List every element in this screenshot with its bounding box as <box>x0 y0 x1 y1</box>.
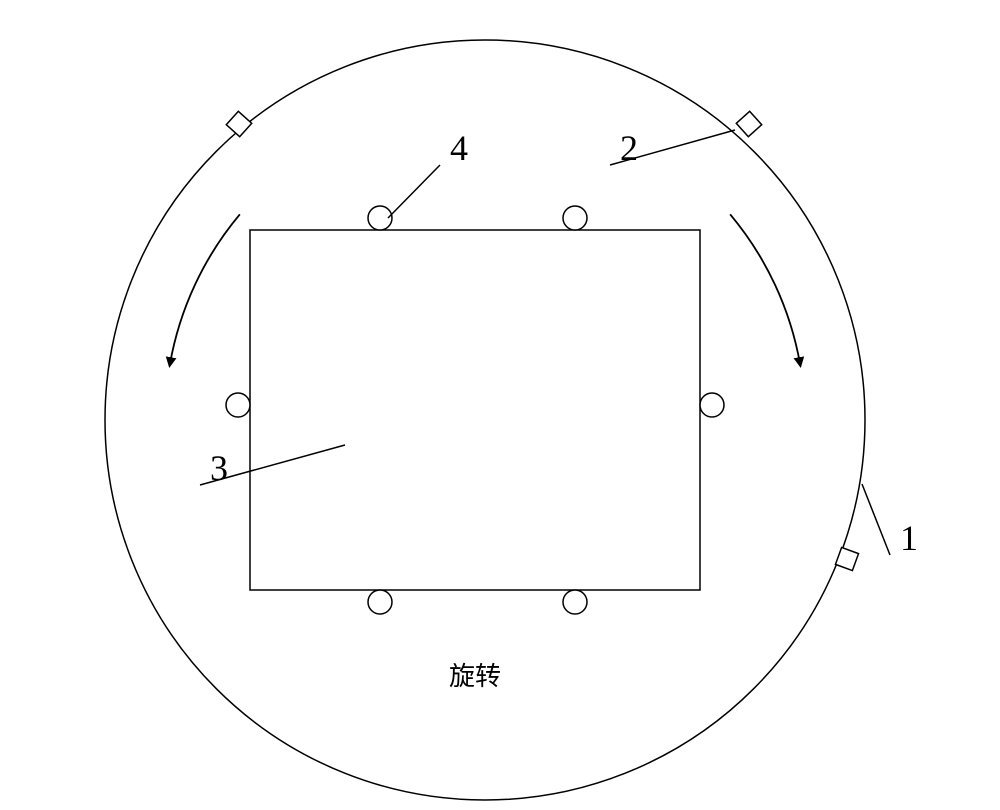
part-number-label: 4 <box>450 128 468 168</box>
part-number-label: 3 <box>210 448 228 488</box>
attachment-circle <box>226 393 250 417</box>
part-number-label: 2 <box>620 128 638 168</box>
diagram-group: 旋转 1 2 3 4 <box>105 40 918 800</box>
attachment-circle <box>563 206 587 230</box>
outer-notch <box>226 111 251 136</box>
attachment-circle <box>700 393 724 417</box>
rotation-arrow <box>170 214 240 364</box>
outer-notch <box>736 111 761 136</box>
part-number-label: 1 <box>900 518 918 558</box>
attachment-circle <box>368 590 392 614</box>
attachment-circle <box>563 590 587 614</box>
inner-rectangle <box>250 230 700 590</box>
rotation-arrow <box>730 214 800 364</box>
rotation-label: 旋转 <box>449 661 501 691</box>
outer-notch <box>835 547 858 570</box>
leader-line <box>388 165 440 218</box>
diagram-svg: 旋转 1 2 3 4 <box>0 0 1000 810</box>
leader-line <box>862 484 890 555</box>
